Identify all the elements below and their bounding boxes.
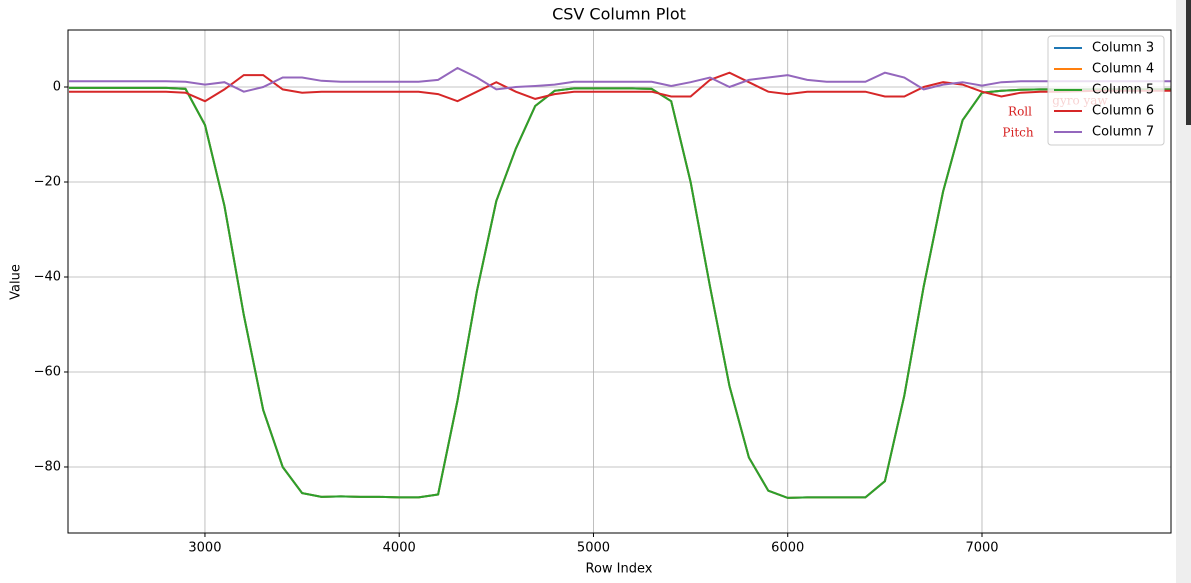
series-line xyxy=(69,66,1171,93)
y-tick-label: −60 xyxy=(34,364,61,379)
y-axis-label: Value xyxy=(9,264,24,300)
legend-label: Column 5 xyxy=(1092,83,1154,98)
y-tick-label: −80 xyxy=(34,459,61,474)
y-tick-label: −40 xyxy=(34,269,61,284)
series-line xyxy=(69,86,1171,499)
x-axis-label: Row Index xyxy=(586,562,653,577)
legend-box xyxy=(1047,35,1165,146)
x-tick-label: 4000 xyxy=(383,541,416,556)
window-edge-dark xyxy=(1186,0,1191,125)
x-tick-label: 6000 xyxy=(771,541,804,556)
annotation: Pitch xyxy=(1002,126,1033,140)
window-edge xyxy=(1176,0,1191,583)
legend-label: Column 7 xyxy=(1092,125,1154,140)
y-tick-label: 0 xyxy=(53,79,61,94)
annotation: Roll xyxy=(1008,105,1032,119)
x-tick-label: 7000 xyxy=(965,541,998,556)
series-line xyxy=(69,86,1171,499)
plot-frame xyxy=(67,29,1172,534)
chart-title: CSV Column Plot xyxy=(552,5,686,24)
series-line xyxy=(69,71,1171,103)
x-tick-label: 5000 xyxy=(577,541,610,556)
series-line xyxy=(69,86,1171,499)
legend-label: Column 4 xyxy=(1092,62,1154,77)
legend-label: Column 6 xyxy=(1092,104,1154,119)
y-tick-label: −20 xyxy=(34,174,61,189)
x-tick-label: 3000 xyxy=(188,541,221,556)
legend-label: Column 3 xyxy=(1092,41,1154,56)
